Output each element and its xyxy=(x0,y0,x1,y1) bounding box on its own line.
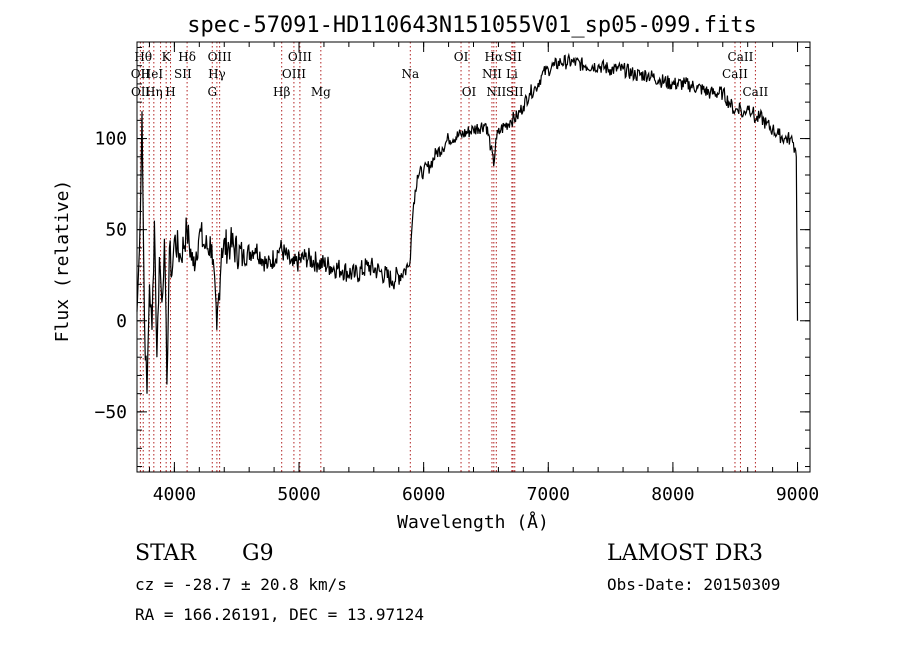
line-annotation-label: Na xyxy=(401,67,419,81)
y-axis: −50 0 50 100 xyxy=(94,46,810,468)
object-type: STAR xyxy=(135,541,197,566)
line-annotations: OII OII Hθ Hη HeI K H SII Hδ OIII Hγ G Hβ OIII OIII Mg N… xyxy=(131,50,769,99)
line-annotation-label: Mg xyxy=(311,85,331,99)
line-annotation-label: OIII xyxy=(282,67,306,81)
coordinates: RA = 166.26191, DEC = 13.97124 xyxy=(135,605,424,624)
x-tick-label: 8000 xyxy=(651,484,694,505)
line-annotation-label: OII xyxy=(131,67,151,81)
y-tick-label: 0 xyxy=(116,311,127,332)
x-tick-label: 7000 xyxy=(527,484,570,505)
line-annotation-label: Hβ xyxy=(273,85,290,99)
survey-name: LAMOST DR3 xyxy=(607,541,763,566)
line-annotation-label: OII xyxy=(131,85,151,99)
obs-date: Obs-Date: 20150309 xyxy=(607,575,780,594)
line-annotation-label: CaII xyxy=(742,85,768,99)
chart-title: spec-57091-HD110643N151055V01_sp05-099.f… xyxy=(187,13,757,38)
line-annotation-label: HeI xyxy=(141,67,164,81)
line-annotation-label: G xyxy=(207,85,217,99)
marker-lines xyxy=(139,42,756,472)
cz-value: cz = -28.7 ± 20.8 km/s xyxy=(135,575,347,594)
line-annotation-label: OIII xyxy=(288,50,312,64)
line-annotation-label: CaII xyxy=(722,67,748,81)
line-annotation-label: SII xyxy=(174,67,192,81)
line-annotation-label: NII xyxy=(486,85,506,99)
line-annotation-label: SII xyxy=(506,85,524,99)
line-annotation-label: Hα xyxy=(485,50,504,64)
y-tick-label: 50 xyxy=(105,220,127,241)
x-axis-label: Wavelength (Å) xyxy=(397,511,549,533)
line-annotation-label: Hδ xyxy=(178,50,196,64)
line-annotation-label: CaII xyxy=(728,50,754,64)
plot-frame xyxy=(136,41,811,473)
line-annotation-label: Hη xyxy=(145,85,163,99)
y-axis-label: Flux (relative) xyxy=(52,180,73,343)
line-annotation-label: Li xyxy=(506,67,518,81)
line-annotation-label: Hθ xyxy=(134,50,152,64)
x-tick-label: 9000 xyxy=(776,484,819,505)
line-annotation-label: H xyxy=(165,85,175,99)
line-annotation-label: Hγ xyxy=(208,67,226,81)
x-tick-label: 4000 xyxy=(153,484,196,505)
line-annotation-label: NII xyxy=(482,67,502,81)
spectral-class: G9 xyxy=(242,541,274,566)
x-tick-label: 6000 xyxy=(402,484,445,505)
x-tick-label: 5000 xyxy=(277,484,320,505)
line-annotation-label: SII xyxy=(504,50,522,64)
spectrum-series-line xyxy=(136,52,799,394)
line-annotation-label: OIII xyxy=(208,50,232,64)
y-tick-label: 100 xyxy=(94,129,127,150)
line-annotation-label: K xyxy=(162,50,172,64)
line-annotation-label: OI xyxy=(454,50,469,64)
line-annotation-label: OI xyxy=(462,85,477,99)
x-axis: 4000 5000 6000 7000 8000 9000 xyxy=(148,42,819,505)
y-tick-label: −50 xyxy=(94,402,127,423)
